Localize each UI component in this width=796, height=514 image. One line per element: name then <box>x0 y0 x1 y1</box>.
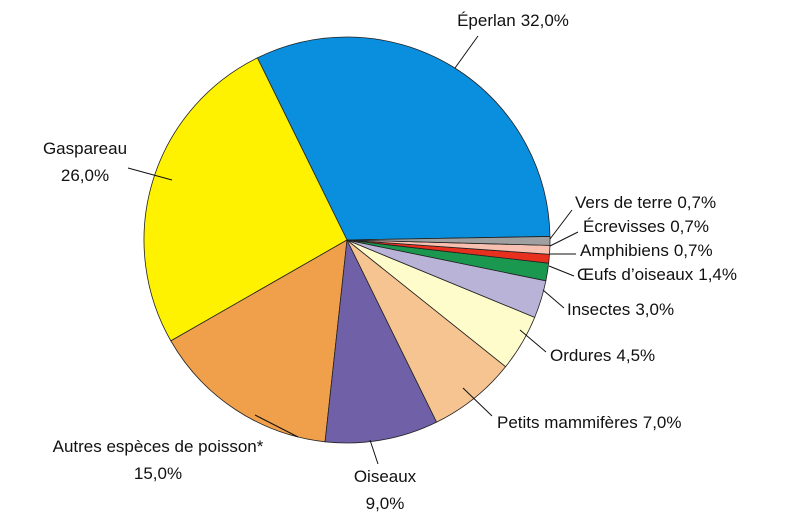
category-label: Ordures <box>550 346 611 365</box>
slice-label: Écrevisses 0,7% <box>583 217 709 236</box>
slice-label: Petits mammifères 7,0% <box>497 413 682 432</box>
category-label: Autres espèces de poisson* <box>53 437 264 456</box>
value-label: 0,7% <box>677 193 716 212</box>
leader-line <box>549 231 579 247</box>
slice-label: Gaspareau 26,0% <box>43 139 127 185</box>
leader-line <box>542 289 565 309</box>
category-label: Amphibiens <box>580 241 669 260</box>
value-label: 0,7% <box>674 241 713 260</box>
category-label: Écrevisses <box>583 217 665 236</box>
category-label: Gaspareau <box>43 139 127 158</box>
slice-label: Œufs d’oiseaux 1,4% <box>577 265 737 284</box>
value-label: 15,0% <box>134 464 182 483</box>
value-label: 7,0% <box>643 413 682 432</box>
category-label: Vers de terre <box>575 193 672 212</box>
slice-label: Insectes 3,0% <box>567 300 674 319</box>
category-label: Insectes <box>567 300 630 319</box>
leader-line <box>549 209 573 240</box>
slice-label: Vers de terre 0,7% <box>575 193 716 212</box>
category-label: Petits mammifères <box>497 413 638 432</box>
value-label: 32,0% <box>521 11 569 30</box>
value-label: 4,5% <box>616 346 655 365</box>
pie-slice <box>324 238 438 444</box>
category-label: Œufs d’oiseaux <box>577 265 694 284</box>
leader-line <box>254 414 299 438</box>
value-label: 0,7% <box>670 217 709 236</box>
category-label: Oiseaux <box>354 467 417 486</box>
value-label: 1,4% <box>698 265 737 284</box>
category-label: Éperlan <box>457 11 516 30</box>
value-label: 9,0% <box>366 494 405 513</box>
value-label: 26,0% <box>61 166 109 185</box>
leader-line <box>127 167 173 181</box>
value-label: 3,0% <box>635 300 674 319</box>
pie-slice <box>143 57 348 342</box>
slice-label: Autres espèces de poisson* 15,0% <box>53 437 264 483</box>
slice-label: Ordures 4,5% <box>550 346 655 365</box>
slice-label: Amphibiens 0,7% <box>580 241 713 260</box>
slice-label: Éperlan 32,0% <box>457 11 569 30</box>
leader-line <box>462 387 493 417</box>
leader-line <box>454 35 479 69</box>
slice-label: Oiseaux 9,0% <box>354 467 417 513</box>
leader-line <box>548 265 575 277</box>
pie-slice <box>256 36 551 241</box>
leader-line <box>519 329 547 353</box>
pie-slice <box>170 239 348 443</box>
leader-line <box>369 439 379 465</box>
pie-slice <box>346 236 551 246</box>
